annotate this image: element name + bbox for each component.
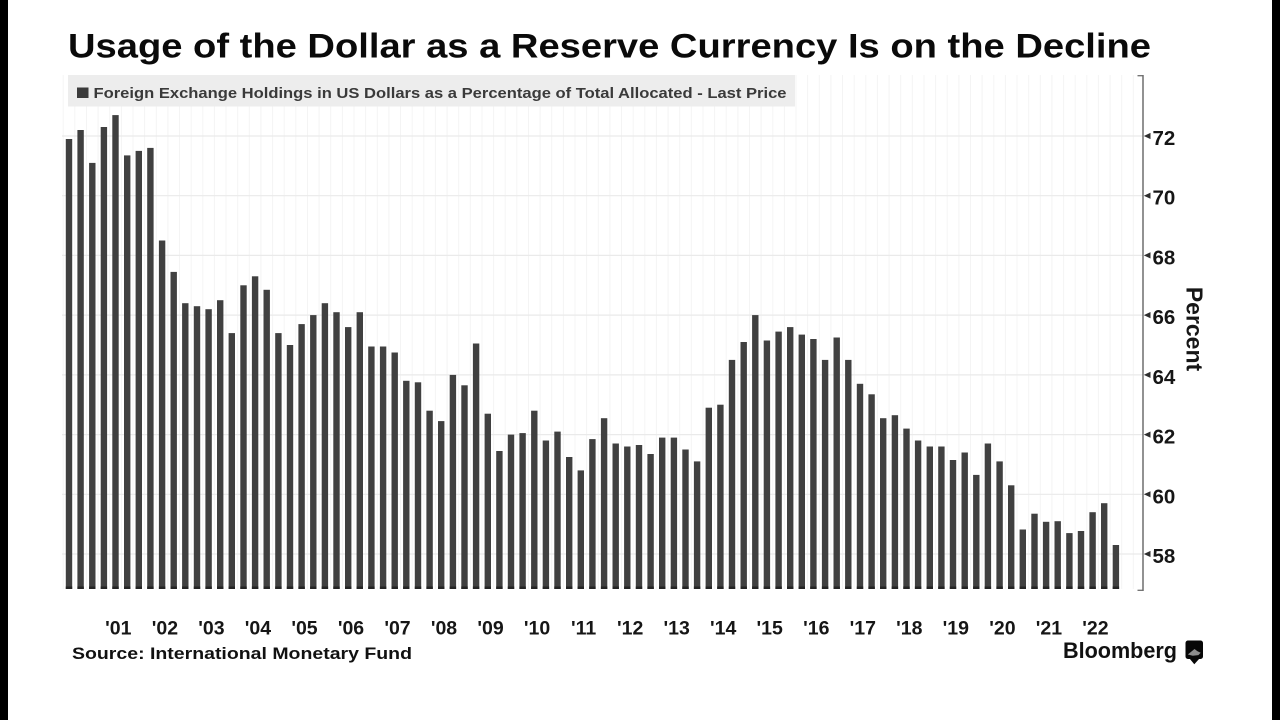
svg-text:'15: '15 [757, 618, 783, 640]
svg-text:'05: '05 [291, 618, 317, 640]
svg-text:'12: '12 [617, 618, 643, 640]
svg-text:'22: '22 [1082, 618, 1108, 640]
svg-text:'14: '14 [710, 618, 736, 640]
svg-text:'08: '08 [431, 618, 457, 640]
svg-text:'19: '19 [943, 618, 969, 640]
svg-text:Source: International Monetary: Source: International Monetary Fund [72, 644, 412, 663]
svg-text:'01: '01 [105, 618, 131, 640]
svg-text:'06: '06 [338, 618, 364, 640]
svg-text:Foreign Exchange Holdings in U: Foreign Exchange Holdings in US Dollars … [94, 85, 787, 102]
svg-text:'07: '07 [384, 618, 410, 640]
svg-text:'16: '16 [803, 618, 829, 640]
svg-text:62: 62 [1153, 426, 1176, 449]
svg-text:'17: '17 [850, 618, 876, 640]
svg-text:'03: '03 [198, 618, 224, 640]
svg-text:72: 72 [1153, 127, 1176, 150]
svg-text:'04: '04 [245, 618, 271, 640]
svg-text:Bloomberg: Bloomberg [1063, 638, 1177, 663]
svg-text:Percent: Percent [1182, 287, 1208, 372]
svg-text:'02: '02 [152, 618, 178, 640]
svg-text:66: 66 [1153, 306, 1176, 329]
svg-text:'11: '11 [571, 618, 596, 640]
svg-text:'18: '18 [896, 618, 922, 640]
svg-text:68: 68 [1153, 246, 1176, 269]
svg-text:'20: '20 [989, 618, 1015, 640]
svg-text:60: 60 [1153, 485, 1176, 508]
svg-text:'09: '09 [477, 618, 503, 640]
svg-text:'13: '13 [664, 618, 690, 640]
svg-text:'21: '21 [1036, 618, 1062, 640]
svg-text:58: 58 [1153, 545, 1176, 568]
svg-text:'10: '10 [524, 618, 550, 640]
svg-text:64: 64 [1153, 366, 1176, 389]
svg-text:Usage of the Dollar as a Reser: Usage of the Dollar as a Reserve Currenc… [68, 28, 1151, 66]
svg-text:70: 70 [1153, 187, 1176, 210]
